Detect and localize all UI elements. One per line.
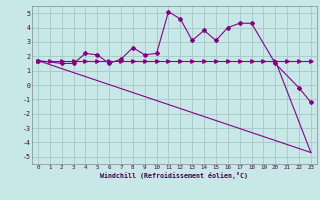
X-axis label: Windchill (Refroidissement éolien,°C): Windchill (Refroidissement éolien,°C) [100,172,248,179]
